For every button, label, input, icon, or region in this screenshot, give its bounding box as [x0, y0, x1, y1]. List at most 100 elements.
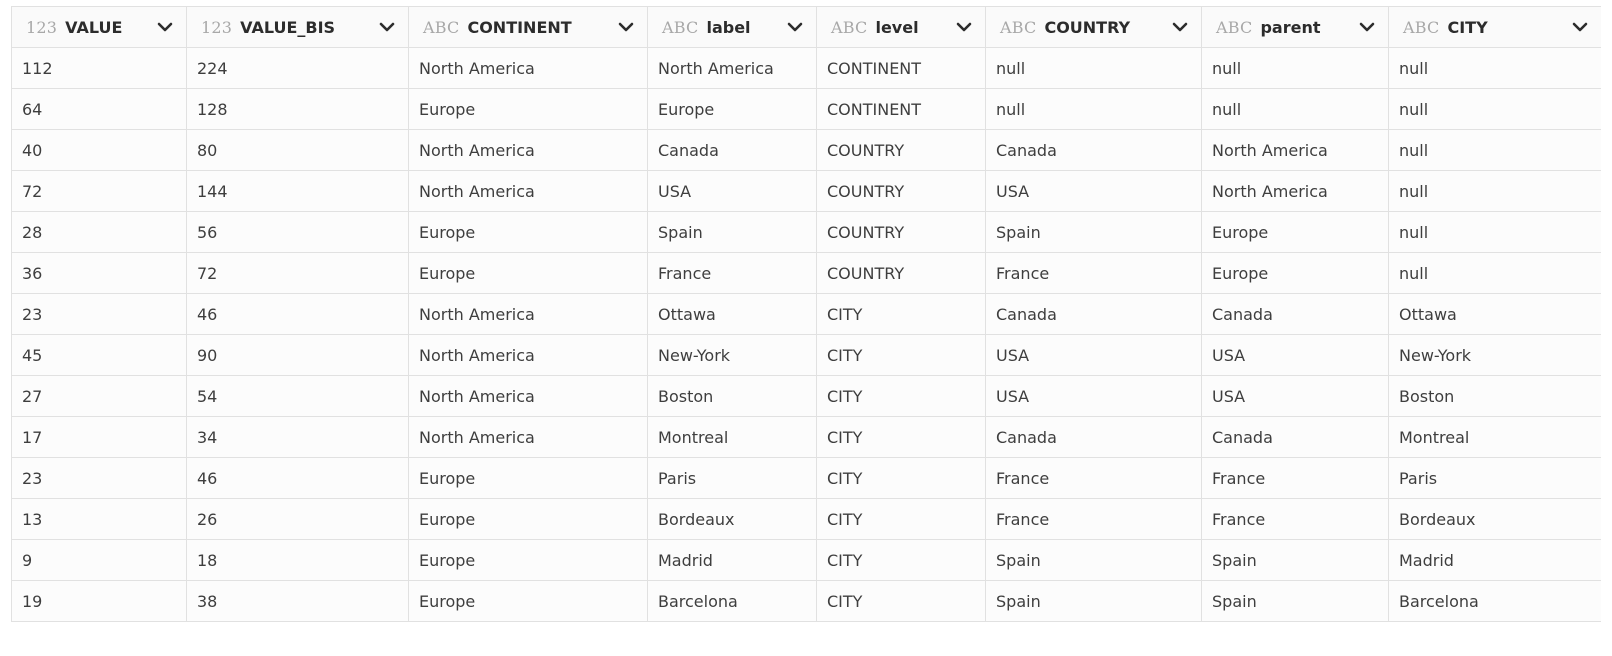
table-cell[interactable]: 45: [11, 334, 187, 376]
column-header-country[interactable]: ABC COUNTRY: [985, 6, 1202, 48]
table-cell[interactable]: Madrid: [1388, 539, 1601, 581]
table-cell[interactable]: 19: [11, 580, 187, 622]
table-cell[interactable]: 46: [186, 293, 409, 335]
table-cell[interactable]: Boston: [1388, 375, 1601, 417]
table-cell[interactable]: CITY: [816, 334, 986, 376]
column-header-continent[interactable]: ABC CONTINENT: [408, 6, 648, 48]
table-cell[interactable]: North America: [408, 416, 648, 458]
table-cell[interactable]: North America: [1201, 129, 1389, 171]
table-cell[interactable]: 90: [186, 334, 409, 376]
table-cell[interactable]: CITY: [816, 375, 986, 417]
table-cell[interactable]: USA: [985, 170, 1202, 212]
table-cell[interactable]: CITY: [816, 498, 986, 540]
table-cell[interactable]: Barcelona: [647, 580, 817, 622]
table-cell[interactable]: 40: [11, 129, 187, 171]
table-cell[interactable]: Bordeaux: [647, 498, 817, 540]
table-cell[interactable]: Europe: [1201, 252, 1389, 294]
table-cell[interactable]: 56: [186, 211, 409, 253]
table-cell[interactable]: Paris: [1388, 457, 1601, 499]
table-cell[interactable]: Canada: [1201, 416, 1389, 458]
column-header-city[interactable]: ABC CITY: [1388, 6, 1601, 48]
table-cell[interactable]: 27: [11, 375, 187, 417]
table-cell[interactable]: null: [1388, 47, 1601, 89]
table-cell[interactable]: CITY: [816, 293, 986, 335]
table-cell[interactable]: COUNTRY: [816, 129, 986, 171]
table-cell[interactable]: Canada: [985, 416, 1202, 458]
table-cell[interactable]: 54: [186, 375, 409, 417]
table-row[interactable]: 19 38 Europe Barcelona CITY Spain Spain Barcelo…: [11, 580, 1601, 622]
table-cell[interactable]: Europe: [408, 498, 648, 540]
table-cell[interactable]: France: [985, 498, 1202, 540]
table-cell[interactable]: Madrid: [647, 539, 817, 581]
chevron-down-icon[interactable]: [156, 18, 174, 36]
table-cell[interactable]: North America: [408, 375, 648, 417]
table-cell[interactable]: New-York: [647, 334, 817, 376]
table-cell[interactable]: Europe: [408, 211, 648, 253]
table-cell[interactable]: 26: [186, 498, 409, 540]
table-cell[interactable]: 34: [186, 416, 409, 458]
chevron-down-icon[interactable]: [378, 18, 396, 36]
chevron-down-icon[interactable]: [786, 18, 804, 36]
table-cell[interactable]: France: [1201, 457, 1389, 499]
table-cell[interactable]: COUNTRY: [816, 252, 986, 294]
table-cell[interactable]: USA: [985, 375, 1202, 417]
table-cell[interactable]: 23: [11, 457, 187, 499]
table-cell[interactable]: 23: [11, 293, 187, 335]
table-cell[interactable]: Paris: [647, 457, 817, 499]
table-cell[interactable]: USA: [1201, 334, 1389, 376]
table-cell[interactable]: North America: [408, 293, 648, 335]
chevron-down-icon[interactable]: [955, 18, 973, 36]
table-cell[interactable]: Spain: [985, 211, 1202, 253]
table-cell[interactable]: 64: [11, 88, 187, 130]
table-cell[interactable]: Europe: [647, 88, 817, 130]
column-header-parent[interactable]: ABC parent: [1201, 6, 1389, 48]
table-cell[interactable]: null: [1201, 47, 1389, 89]
table-cell[interactable]: USA: [647, 170, 817, 212]
table-cell[interactable]: Bordeaux: [1388, 498, 1601, 540]
table-cell[interactable]: 112: [11, 47, 187, 89]
table-cell[interactable]: 72: [11, 170, 187, 212]
table-cell[interactable]: Canada: [647, 129, 817, 171]
table-cell[interactable]: Spain: [985, 580, 1202, 622]
table-cell[interactable]: 72: [186, 252, 409, 294]
table-cell[interactable]: CITY: [816, 457, 986, 499]
table-cell[interactable]: null: [985, 47, 1202, 89]
table-cell[interactable]: 38: [186, 580, 409, 622]
table-cell[interactable]: null: [1201, 88, 1389, 130]
table-cell[interactable]: North America: [408, 47, 648, 89]
table-cell[interactable]: Spain: [647, 211, 817, 253]
table-cell[interactable]: Canada: [1201, 293, 1389, 335]
table-cell[interactable]: 36: [11, 252, 187, 294]
table-cell[interactable]: null: [1388, 211, 1601, 253]
table-cell[interactable]: 18: [186, 539, 409, 581]
table-cell[interactable]: North America: [408, 170, 648, 212]
chevron-down-icon[interactable]: [1358, 18, 1376, 36]
column-header-value[interactable]: 123 VALUE: [11, 6, 187, 48]
table-cell[interactable]: Europe: [408, 539, 648, 581]
table-row[interactable]: 36 72 Europe France COUNTRY France Europe null: [11, 252, 1601, 294]
table-cell[interactable]: null: [1388, 88, 1601, 130]
table-cell[interactable]: 9: [11, 539, 187, 581]
table-cell[interactable]: North America: [647, 47, 817, 89]
table-row[interactable]: 23 46 Europe Paris CITY France France Paris: [11, 457, 1601, 499]
column-header-value-bis[interactable]: 123 VALUE_BIS: [186, 6, 409, 48]
table-cell[interactable]: North America: [408, 129, 648, 171]
table-cell[interactable]: France: [647, 252, 817, 294]
table-row[interactable]: 23 46 North America Ottawa CITY Canada Canada O…: [11, 293, 1601, 335]
table-cell[interactable]: Europe: [408, 580, 648, 622]
table-cell[interactable]: 46: [186, 457, 409, 499]
table-cell[interactable]: 224: [186, 47, 409, 89]
chevron-down-icon[interactable]: [1171, 18, 1189, 36]
table-cell[interactable]: North America: [408, 334, 648, 376]
table-cell[interactable]: COUNTRY: [816, 170, 986, 212]
table-cell[interactable]: Boston: [647, 375, 817, 417]
table-row[interactable]: 28 56 Europe Spain COUNTRY Spain Europe null: [11, 211, 1601, 253]
table-row[interactable]: 72 144 North America USA COUNTRY USA North Ame…: [11, 170, 1601, 212]
table-cell[interactable]: Canada: [985, 293, 1202, 335]
table-cell[interactable]: null: [1388, 170, 1601, 212]
table-cell[interactable]: Montreal: [1388, 416, 1601, 458]
table-cell[interactable]: Europe: [408, 252, 648, 294]
table-row[interactable]: 9 18 Europe Madrid CITY Spain Spain Madrid: [11, 539, 1601, 581]
table-cell[interactable]: 13: [11, 498, 187, 540]
table-cell[interactable]: Europe: [408, 457, 648, 499]
